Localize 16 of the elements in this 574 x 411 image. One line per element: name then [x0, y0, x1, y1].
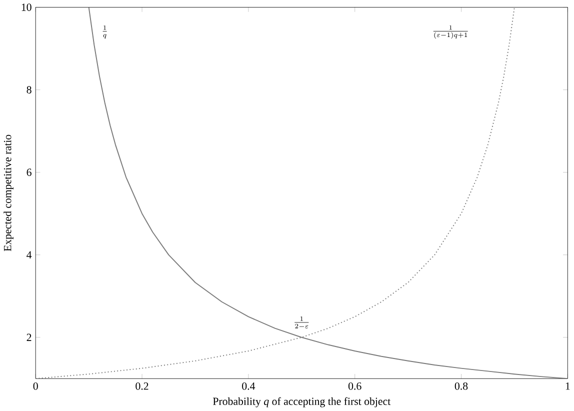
x-axis-title: Probability q of accepting the first object — [212, 397, 391, 408]
y-tick-label: 10 — [22, 4, 32, 11]
y-tick-label: 6 — [26, 168, 32, 176]
x-tick-label: 0 — [33, 382, 38, 390]
x-tick-label: 0.2 — [136, 382, 148, 390]
x-tick-label: 0.4 — [242, 382, 256, 390]
annotation: $\frac{1}{q}$ — [102, 26, 107, 38]
y-axis-title: Expected competitive ratio — [4, 134, 14, 252]
y-tick-label: 2 — [26, 334, 32, 341]
y-tick-label: 8 — [26, 86, 32, 94]
annotation: $\frac{1}{2-\varepsilon}$ — [294, 316, 309, 328]
y-tick-label: 4 — [26, 251, 32, 258]
x-tick-label: 0.6 — [348, 382, 362, 390]
x-tick-label: 1 — [566, 382, 570, 390]
annotation: $\frac{1}{(\varepsilon-1)q+1}$ — [433, 25, 468, 39]
x-tick-label: 0.8 — [454, 382, 468, 390]
